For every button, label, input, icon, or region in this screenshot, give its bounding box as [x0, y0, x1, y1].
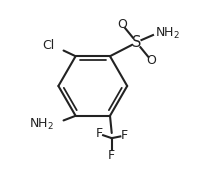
Text: Cl: Cl — [42, 39, 54, 52]
Text: NH$_2$: NH$_2$ — [155, 26, 180, 41]
Text: O: O — [117, 18, 127, 31]
Text: S: S — [132, 35, 141, 50]
Text: F: F — [121, 129, 128, 142]
Text: F: F — [95, 127, 102, 140]
Text: NH$_2$: NH$_2$ — [29, 117, 54, 132]
Text: O: O — [146, 54, 156, 67]
Text: F: F — [108, 149, 115, 162]
